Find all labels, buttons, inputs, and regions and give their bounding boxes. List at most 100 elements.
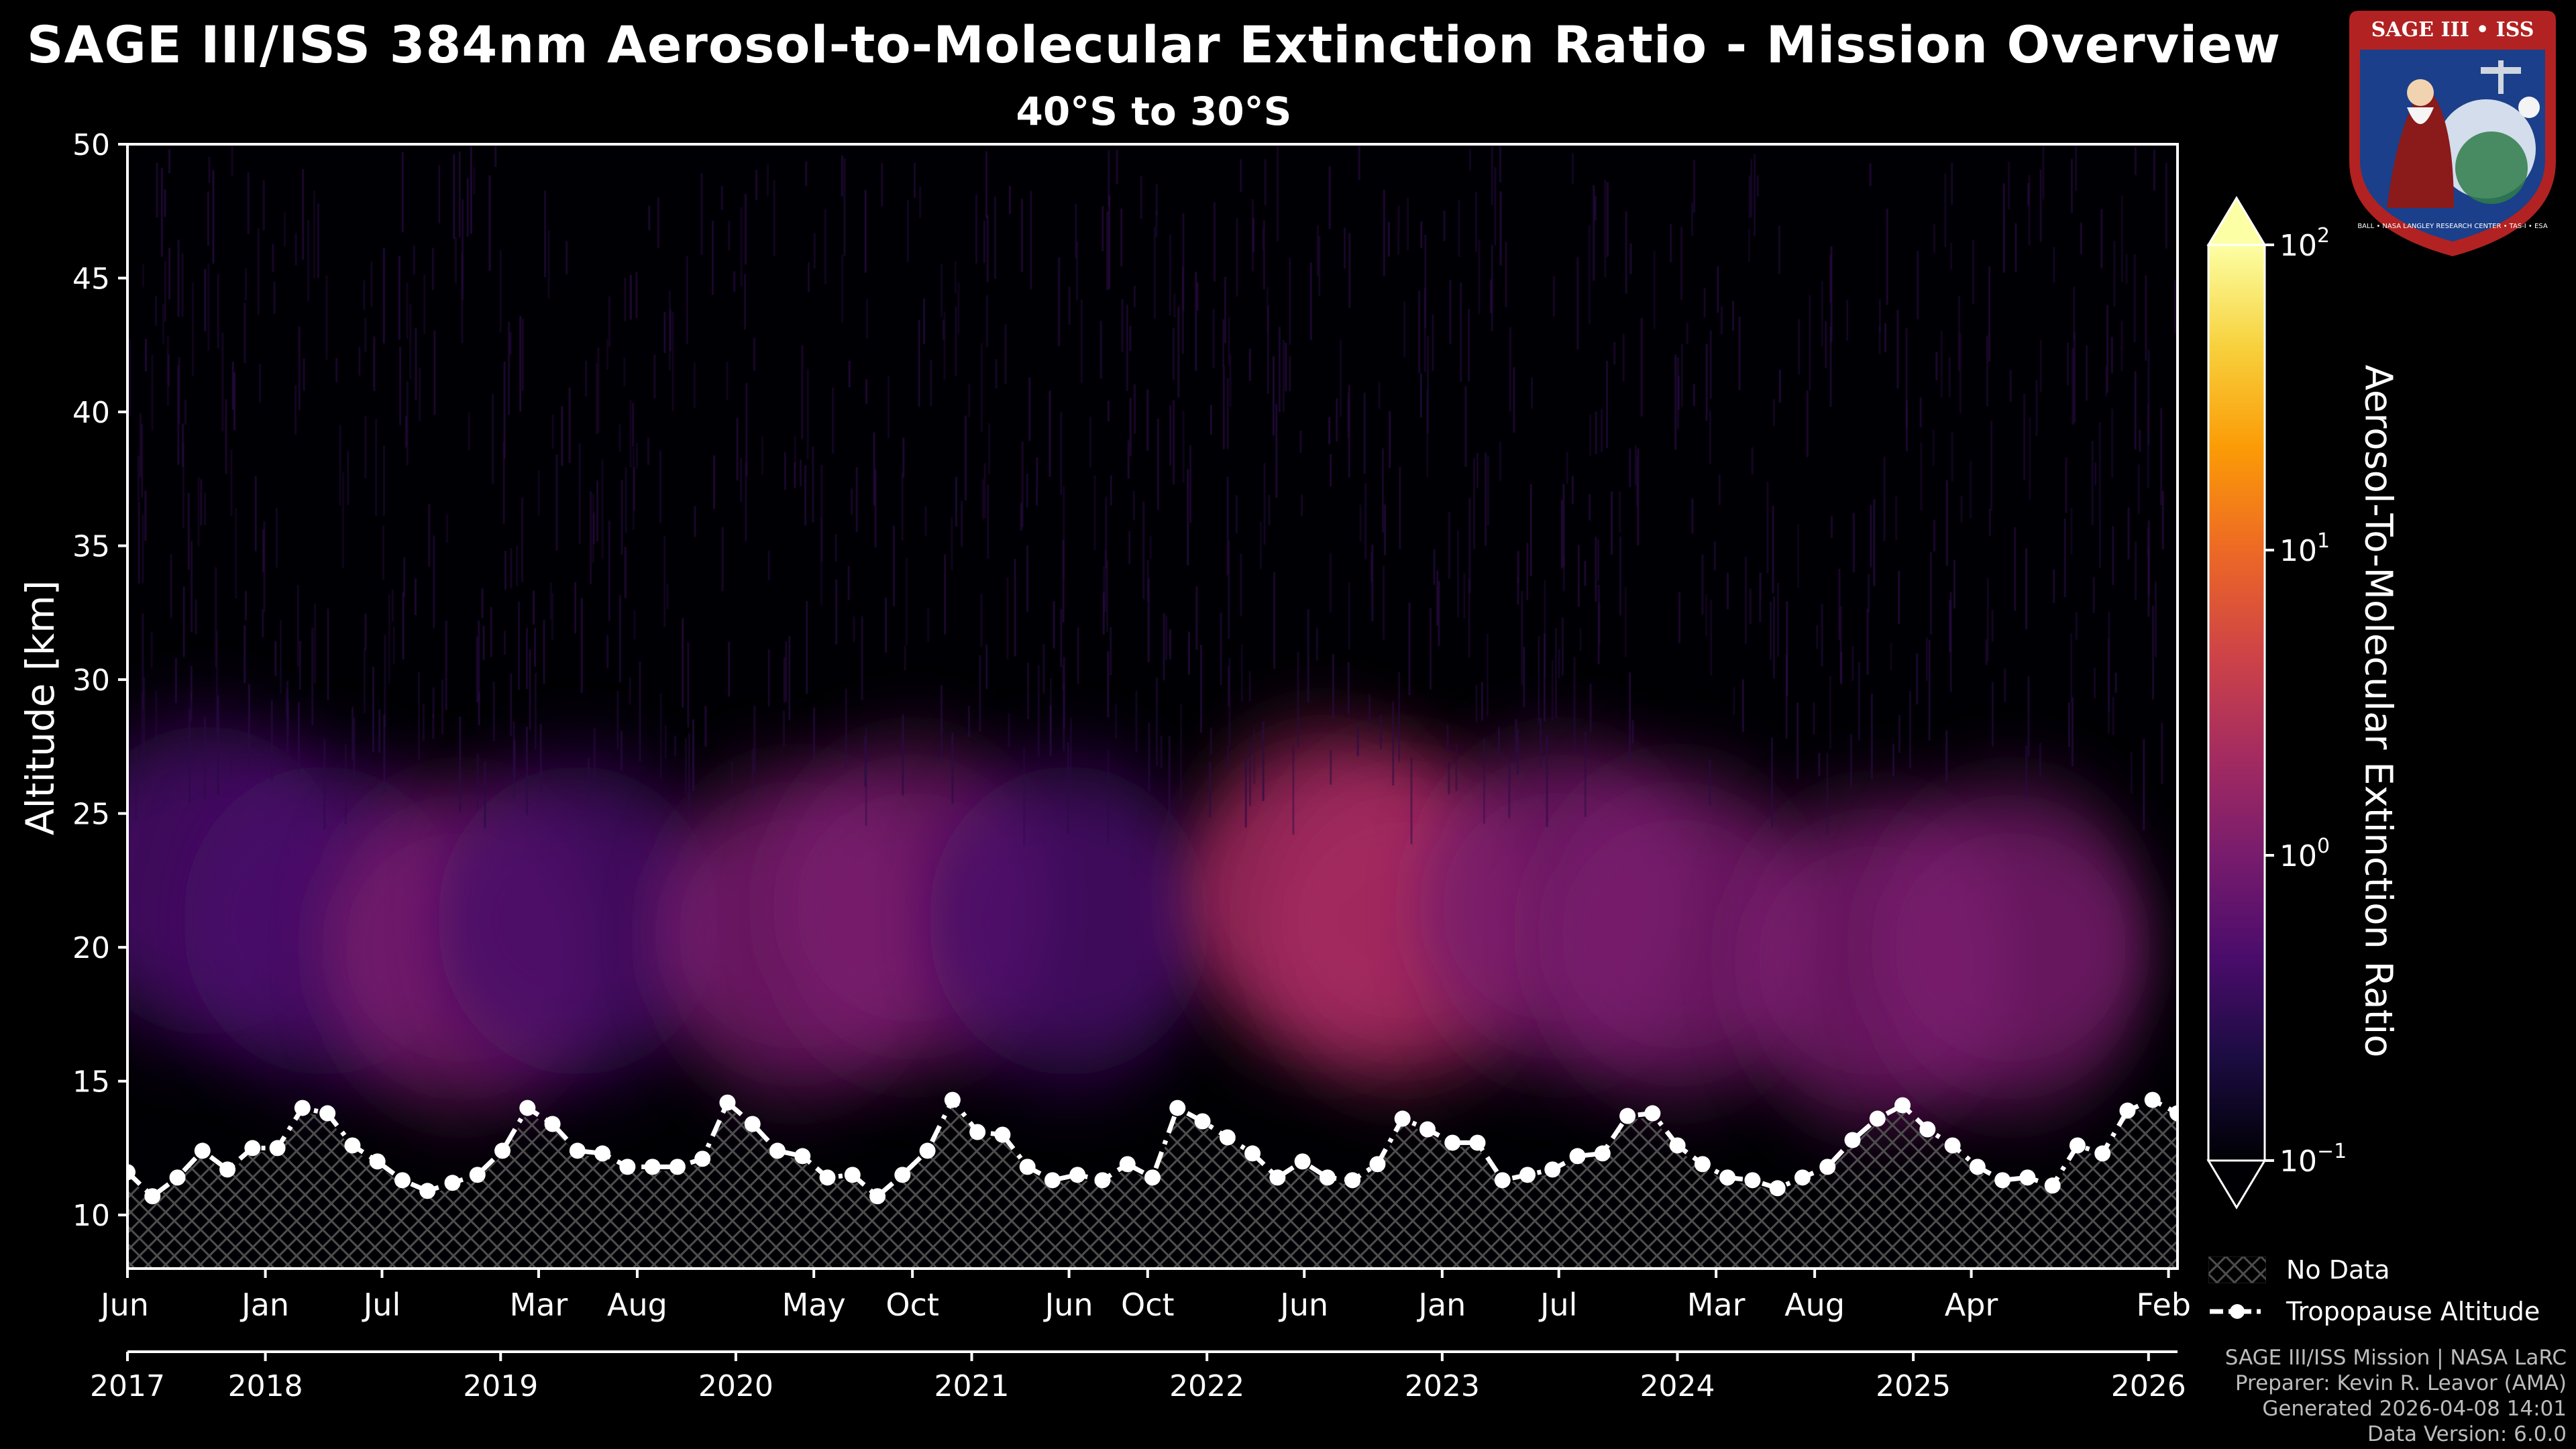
year-tick-label: 2026 xyxy=(2111,1369,2186,1403)
y-tick-label: 45 xyxy=(72,262,110,297)
tropopause-point xyxy=(1744,1172,1761,1189)
tropopause-point xyxy=(944,1091,961,1108)
tropopause-point xyxy=(1494,1172,1511,1189)
footer-credits: SAGE III/ISS Mission | NASA LaRC Prepare… xyxy=(2225,1345,2567,1447)
x-tick-label: Jun xyxy=(99,1287,149,1323)
tropopause-point xyxy=(1894,1097,1911,1114)
x-tick-label: Jun xyxy=(1278,1287,1328,1323)
tropopause-point xyxy=(1019,1159,1036,1175)
tropopause-point xyxy=(619,1159,636,1175)
legend-no-data: No Data xyxy=(2208,1249,2540,1291)
year-tick-label: 2020 xyxy=(698,1369,773,1403)
x-tick-label: Aug xyxy=(1784,1287,1845,1323)
tropopause-point xyxy=(169,1169,186,1186)
tropopause-point xyxy=(569,1142,586,1159)
aerosol-feature-6 xyxy=(928,766,1210,1075)
tropopause-point xyxy=(594,1145,611,1162)
legend-tropopause-label: Tropopause Altitude xyxy=(2286,1297,2540,1326)
no-data-region xyxy=(127,1104,2178,1269)
y-tick-label: 40 xyxy=(72,396,110,430)
tropopause-point xyxy=(1694,1156,1711,1173)
x-axis-year-ticks: 2017 2018 2019 2020 2021 2022 2023 2024 2025 2026 xyxy=(90,1350,2186,1403)
x-tick-label: Jun xyxy=(1043,1287,1093,1323)
tropopause-point xyxy=(794,1148,811,1165)
colorbar-extend-max-icon xyxy=(2206,196,2267,246)
year-tick-label: 2017 xyxy=(90,1369,165,1403)
y-tick-label: 30 xyxy=(72,663,110,698)
year-tick-label: 2022 xyxy=(1169,1369,1244,1403)
chart-title: SAGE III/ISS 384nm Aerosol-to-Molecular … xyxy=(26,15,2282,74)
legend-tropopause: Tropopause Altitude xyxy=(2208,1291,2540,1332)
tropopause-point xyxy=(1469,1134,1486,1151)
aerosol-feature-12 xyxy=(1870,793,2152,1102)
aerosol-feature-3 xyxy=(437,766,719,1075)
tropopause-point xyxy=(719,1094,736,1111)
tropopause-point xyxy=(1144,1169,1161,1186)
tropopause-point xyxy=(394,1172,411,1189)
tropopause-point xyxy=(194,1142,211,1159)
year-tick-label: 2021 xyxy=(934,1369,1010,1403)
tropopause-point xyxy=(127,1164,136,1181)
tropopause-points xyxy=(127,1091,2178,1205)
x-tick-label: Mar xyxy=(510,1287,568,1323)
x-tick-label: Jan xyxy=(1416,1287,1466,1323)
year-tick-label: 2018 xyxy=(228,1369,303,1403)
x-tick-label: Aug xyxy=(607,1287,667,1323)
tropopause-point xyxy=(2019,1169,2036,1186)
x-tick-label: Mar xyxy=(1687,1287,1746,1323)
colorbar-extend-min-icon xyxy=(2206,1159,2267,1210)
tropopause-point xyxy=(644,1159,661,1175)
tropopause-point xyxy=(1119,1156,1136,1173)
tropopause-point xyxy=(2119,1102,2136,1119)
y-tick-label: 35 xyxy=(72,530,110,564)
x-tick-label: May xyxy=(782,1287,846,1323)
tropopause-point xyxy=(1269,1169,1286,1186)
legend-no-data-label: No Data xyxy=(2286,1255,2390,1285)
tropopause-point xyxy=(2094,1145,2111,1162)
tropopause-point xyxy=(294,1099,311,1116)
tropopause-point xyxy=(1219,1129,1236,1146)
tropopause-point xyxy=(2169,1105,2178,1122)
tropopause-point xyxy=(1869,1110,1886,1127)
tropopause-point xyxy=(319,1105,336,1122)
tropopause-point xyxy=(1094,1172,1111,1189)
tropopause-point xyxy=(844,1167,861,1183)
y-tick-label: 15 xyxy=(72,1065,110,1099)
tropopause-point xyxy=(1969,1159,1986,1175)
tropopause-point xyxy=(1069,1167,1086,1183)
tropopause-point xyxy=(444,1175,461,1191)
logo-title: SAGE III • ISS xyxy=(2371,18,2534,42)
tropopause-point xyxy=(1419,1121,1436,1138)
tropopause-point xyxy=(1569,1148,1586,1165)
colorbar-tick-label: 10−1 xyxy=(2279,1140,2347,1179)
footer-version: Data Version: 6.0.0 xyxy=(2367,1422,2567,1446)
tropopause-point xyxy=(1194,1113,1211,1130)
x-tick-label: Apr xyxy=(1945,1287,1998,1323)
tropopause-point xyxy=(1544,1161,1561,1178)
colorbar: 102 101 100 10−1 xyxy=(2206,196,2347,1210)
tropopause-point xyxy=(819,1169,836,1186)
tropopause-point xyxy=(1669,1137,1686,1154)
plot-frame xyxy=(126,143,2179,1270)
tropopause-point xyxy=(1319,1169,1336,1186)
heatmap-noise xyxy=(127,144,2177,846)
tropopause-point xyxy=(1819,1159,1836,1175)
tropopause-point xyxy=(344,1137,361,1154)
tropopause-point xyxy=(2069,1137,2086,1154)
tropopause-point xyxy=(219,1161,236,1178)
tropopause-point xyxy=(1594,1145,1611,1162)
tropopause-point xyxy=(469,1167,486,1183)
tropopause-point xyxy=(1919,1121,1936,1138)
tropopause-point xyxy=(544,1116,561,1132)
year-tick-label: 2019 xyxy=(463,1369,538,1403)
colorbar-tick-label: 102 xyxy=(2279,224,2330,263)
x-axis-month-ticks: Jun Jan Jul Mar Aug May Oct Jun Oct Jun Jan Jul Mar A… xyxy=(99,1269,2191,1323)
tropopause-point xyxy=(1444,1134,1461,1151)
tropopause-point xyxy=(1844,1132,1861,1148)
logo-ring-text: BALL • NASA LANGLEY RESEARCH CENTER • TA… xyxy=(2357,223,2548,230)
tropopause-point xyxy=(244,1140,261,1157)
tropopause-point xyxy=(769,1142,786,1159)
y-tick-label: 50 xyxy=(72,128,110,162)
tropopause-point xyxy=(894,1167,911,1183)
